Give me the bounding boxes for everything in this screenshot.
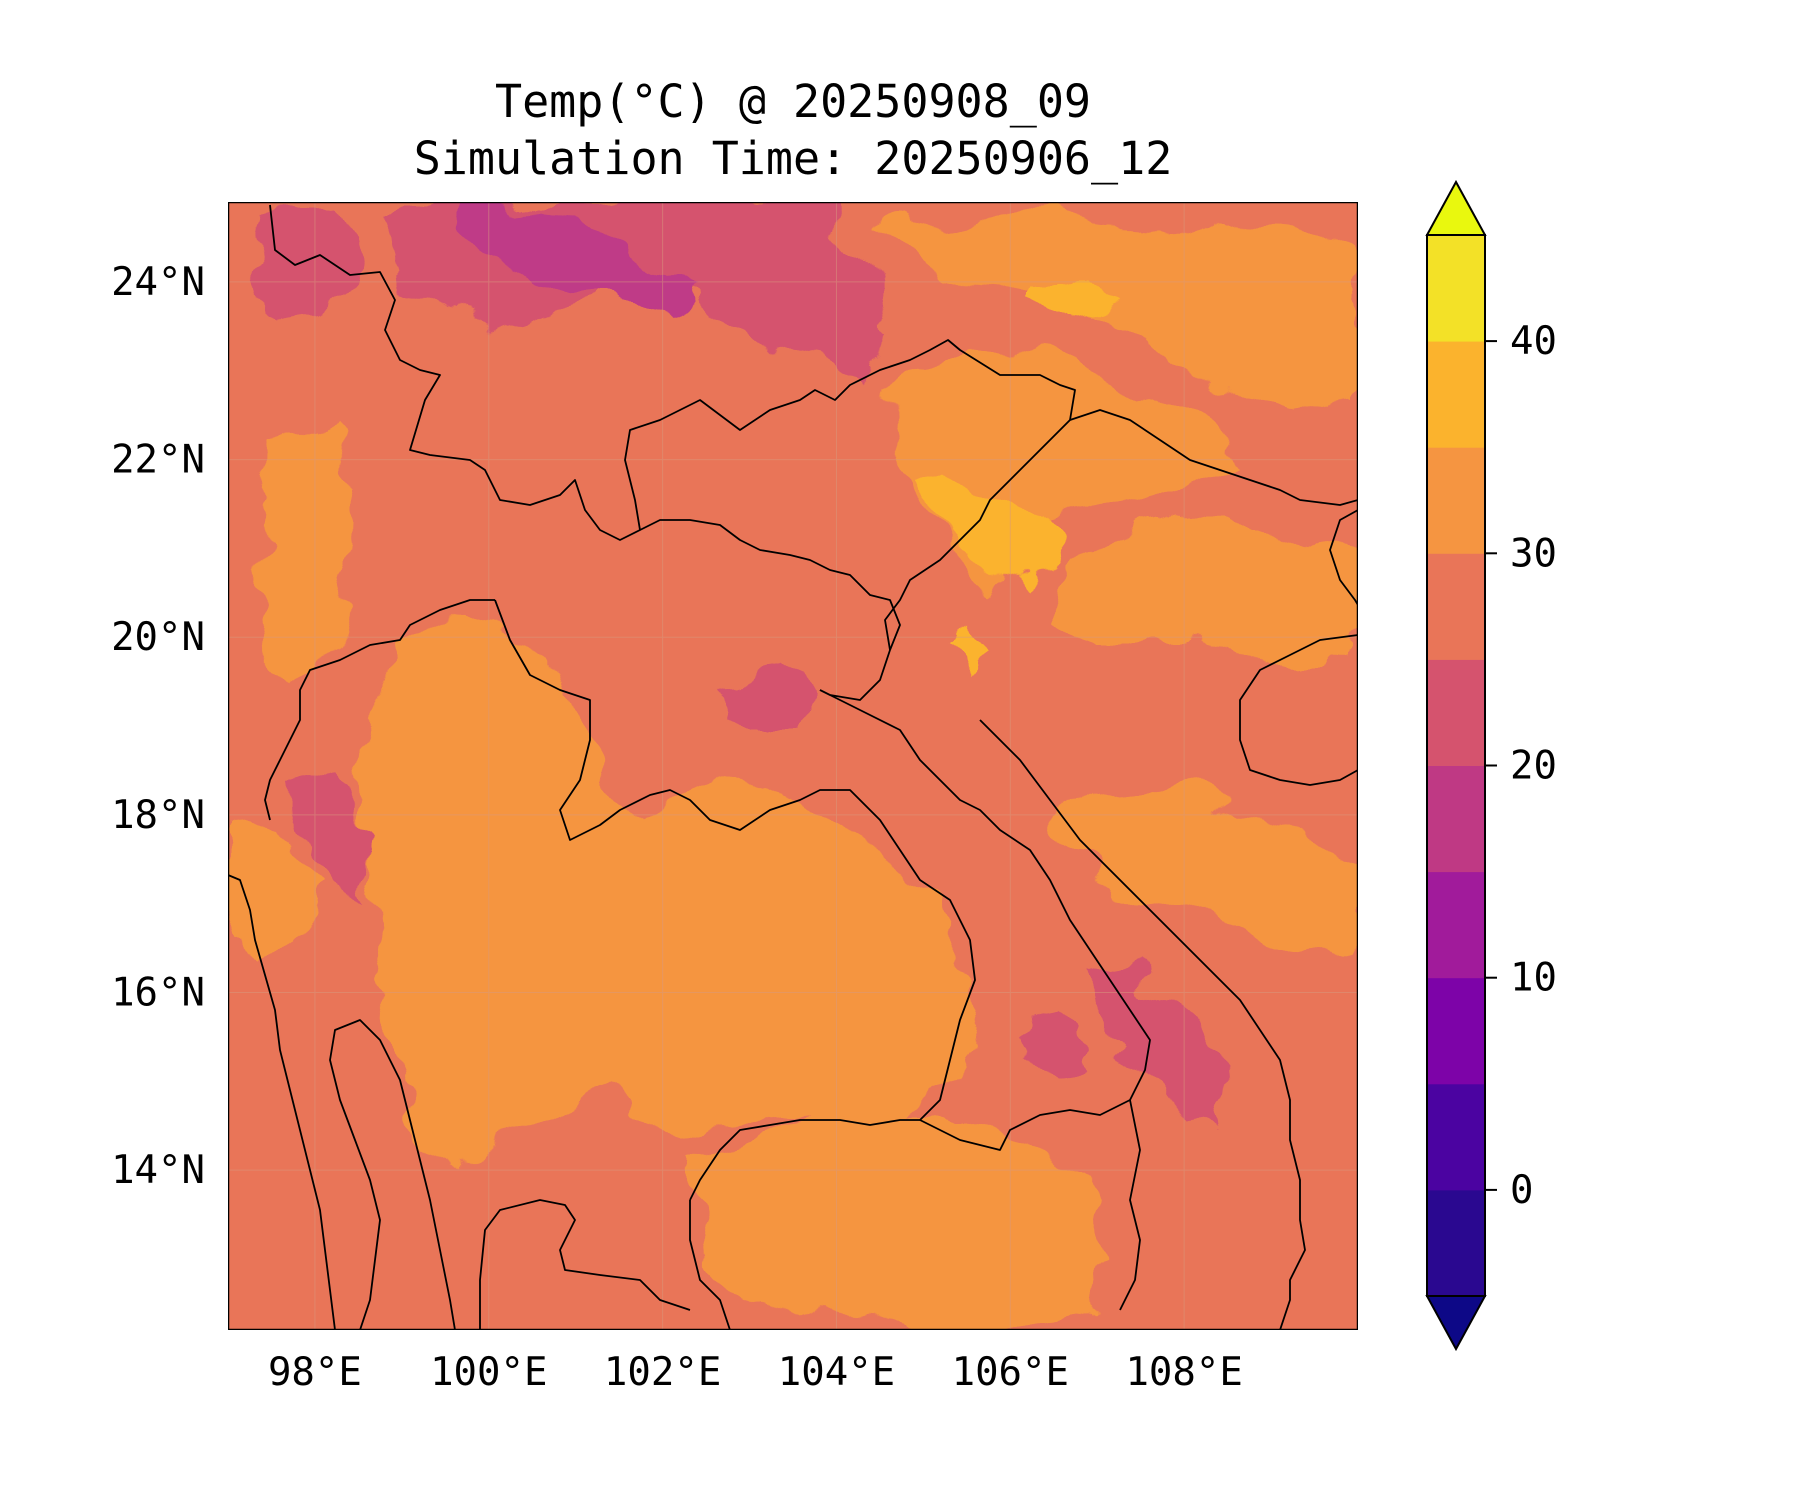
patch-highland-west: [250, 205, 360, 330]
border-myanmar-thailand: [264, 599, 495, 821]
colorbar-segment: [1427, 1083, 1485, 1191]
colorbar-segment: [1427, 977, 1485, 1085]
lon-tick-label: 98°E: [268, 1350, 362, 1395]
lat-tick-label: 20°N: [111, 615, 205, 660]
colorbar-segment: [1427, 871, 1485, 979]
lat-tick-label: 16°N: [111, 970, 205, 1015]
colorbar-tick-label: 0: [1510, 1168, 1533, 1213]
coast-myanmar-west: [228, 874, 336, 1330]
lat-tick-label: 14°N: [111, 1148, 205, 1193]
patch-myanmar-range: [300, 770, 370, 900]
patch-laos-highland: [720, 670, 820, 740]
lat-tick-label: 24°N: [111, 260, 205, 305]
coast-leizhou: [1329, 509, 1358, 606]
coast-vietnam-central: [979, 719, 1306, 1330]
colorbar-extend-low: [1425, 1295, 1487, 1352]
patch-cambodia: [690, 1120, 1110, 1330]
borders-coastlines: [228, 204, 1358, 1330]
patch-gulf-tonkin: [1060, 520, 1358, 660]
colorbar-segment: [1427, 765, 1485, 873]
lon-tick-labels: 98°E 100°E 102°E 104°E 106°E 108°E: [268, 1350, 1243, 1395]
lon-tick-label: 100°E: [430, 1350, 547, 1395]
patch-annamite: [1080, 950, 1230, 1130]
colorbar-segment: [1427, 235, 1485, 342]
colorbar-segment: [1427, 659, 1485, 766]
lat-tick-label: 18°N: [111, 793, 205, 838]
patch-hotspot-small-1: [955, 625, 985, 655]
field-patches: [228, 202, 1358, 1330]
patch-west-strip: [260, 420, 360, 700]
colorbar-segment: [1427, 553, 1485, 660]
title-line-2: Simulation Time: 20250906_12: [414, 132, 1173, 185]
colorbar-tick-label: 10: [1510, 956, 1557, 1001]
colorbar-tick-label: 30: [1510, 531, 1557, 576]
lon-tick-label: 104°E: [778, 1350, 895, 1395]
colorbar-segment: [1427, 1189, 1485, 1297]
title-line-1: Temp(°C) @ 20250908_09: [495, 75, 1091, 128]
colorbar-tick-label: 40: [1510, 319, 1557, 364]
border-thailand-laos-mekong: [494, 599, 976, 1121]
lon-tick-label: 108°E: [1125, 1350, 1242, 1395]
patch-hotspot-small-2: [1040, 280, 1120, 320]
colorbar: 0 10 20 30 40: [1425, 179, 1557, 1352]
colorbar-extend-high: [1425, 179, 1487, 236]
temperature-field: [228, 202, 1358, 1330]
lon-tick-label: 102°E: [604, 1350, 721, 1395]
patch-central-plain: [360, 600, 970, 1160]
border-laos-china-vietnam: [639, 519, 901, 701]
coast-thai-upper-gulf: [479, 1199, 691, 1330]
patch-annamite-2: [1010, 1020, 1090, 1080]
border-laos-vietnam: [819, 689, 1151, 1101]
gridlines: [228, 202, 1358, 1330]
coast-gulf-thailand: [689, 1200, 731, 1330]
coast-vietnam-east: [884, 419, 1071, 651]
colorbar-segment: [1427, 447, 1485, 554]
patch-red-river-hotspot: [915, 470, 1060, 590]
border-thailand-cambodia: [689, 1119, 920, 1201]
lat-tick-label: 22°N: [111, 438, 205, 483]
coast-kra-isthmus: [329, 1019, 456, 1330]
coast-hainan: [1239, 634, 1358, 786]
colorbar-segment: [1427, 341, 1485, 448]
patch-highland-yunnan: [460, 205, 700, 320]
lon-tick-label: 106°E: [952, 1350, 1069, 1395]
patch-central-coast: [1060, 790, 1358, 960]
patch-west-coast: [228, 820, 320, 960]
coast-gulf-tonkin-north: [1069, 409, 1358, 506]
border-cambodia-laos-vietnam: [919, 1099, 1141, 1311]
lat-tick-labels: 14°N 16°N 18°N 20°N 22°N 24°N: [111, 260, 205, 1193]
colorbar-tick-label: 20: [1510, 744, 1557, 789]
